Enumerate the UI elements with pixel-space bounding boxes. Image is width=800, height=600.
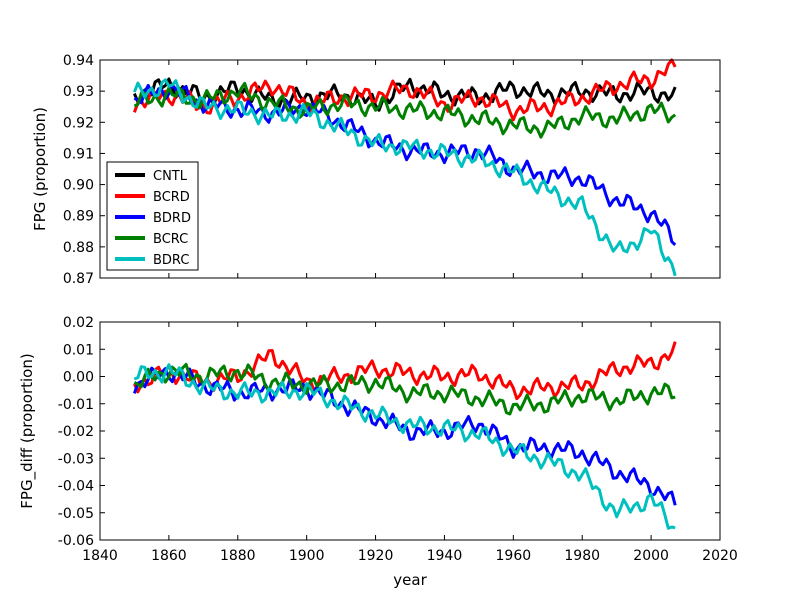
x-tick-label: 1920	[358, 548, 394, 564]
x-tick-label: 2020	[702, 548, 738, 564]
y-tick-label: 0.91	[63, 146, 94, 162]
legend-label-cntl: CNTL	[153, 169, 188, 184]
x-tick-label: 1880	[220, 548, 256, 564]
x-tick-label: 1860	[151, 548, 187, 564]
y-tick-label: 0.89	[63, 209, 94, 225]
y-tick-label: 0.01	[63, 342, 94, 358]
y-tick-label: -0.04	[58, 479, 94, 495]
legend-label-bcrc: BCRC	[153, 232, 188, 247]
series-line-bcrd	[133, 341, 677, 401]
x-tick-label: 1900	[289, 548, 325, 564]
bottom-y-axis-label: FPG_diff (proportion)	[18, 353, 37, 508]
y-tick-label: 0.90	[63, 178, 94, 194]
legend-label-bdrc: BDRC	[153, 253, 189, 268]
series-line-bcrc	[133, 362, 676, 416]
y-tick-label: 0.87	[63, 271, 94, 287]
y-tick-label: 0.88	[63, 240, 94, 256]
bottom-series-lines	[132, 341, 677, 530]
top-y-axis-label: FPG (proportion)	[31, 107, 49, 231]
y-tick-label: -0.02	[58, 424, 94, 440]
series-line-bcrd	[132, 58, 677, 122]
y-tick-label: -0.06	[58, 533, 94, 549]
y-tick-label: -0.01	[58, 397, 94, 413]
top-ticks: 0.87 0.88 0.89 0.90 0.91 0.92 0.93 0.94	[63, 53, 721, 287]
series-line-bdrc	[133, 363, 676, 530]
y-tick-label: 0.94	[63, 53, 94, 69]
series-line-bcrc	[133, 81, 677, 139]
bottom-panel: 1840 1860 1880 1900 1920 1940 1960 1980 2000 2020…	[18, 315, 738, 589]
x-tick-label: 2000	[633, 548, 669, 564]
y-tick-label: 0.93	[63, 84, 94, 100]
series-line-bdrc	[133, 78, 677, 277]
x-tick-label: 1840	[82, 548, 118, 564]
x-tick-label: 1980	[564, 548, 600, 564]
y-tick-label: -0.03	[58, 451, 94, 467]
x-tick-label: 1940	[427, 548, 463, 564]
bottom-ticks: 1840 1860 1880 1900 1920 1940 1960 1980 2000 2020…	[58, 315, 738, 564]
y-tick-label: -0.05	[58, 506, 94, 522]
legend-label-bcrd: BCRD	[153, 190, 190, 205]
x-axis-label: year	[393, 571, 427, 589]
top-panel: 0.87 0.88 0.89 0.90 0.91 0.92 0.93 0.94 FPG (pr…	[31, 53, 721, 287]
legend: CNTL BCRD BDRD BCRC BDRC	[106, 161, 199, 271]
legend-label-bdrd: BDRD	[153, 211, 191, 226]
series-line-cntl	[133, 77, 677, 112]
y-tick-label: 0.02	[63, 315, 94, 331]
top-series-lines	[132, 58, 677, 277]
y-tick-label: 0.00	[63, 370, 94, 386]
x-tick-label: 1960	[496, 548, 532, 564]
y-tick-label: 0.92	[63, 115, 94, 131]
top-axes-frame	[99, 59, 721, 279]
